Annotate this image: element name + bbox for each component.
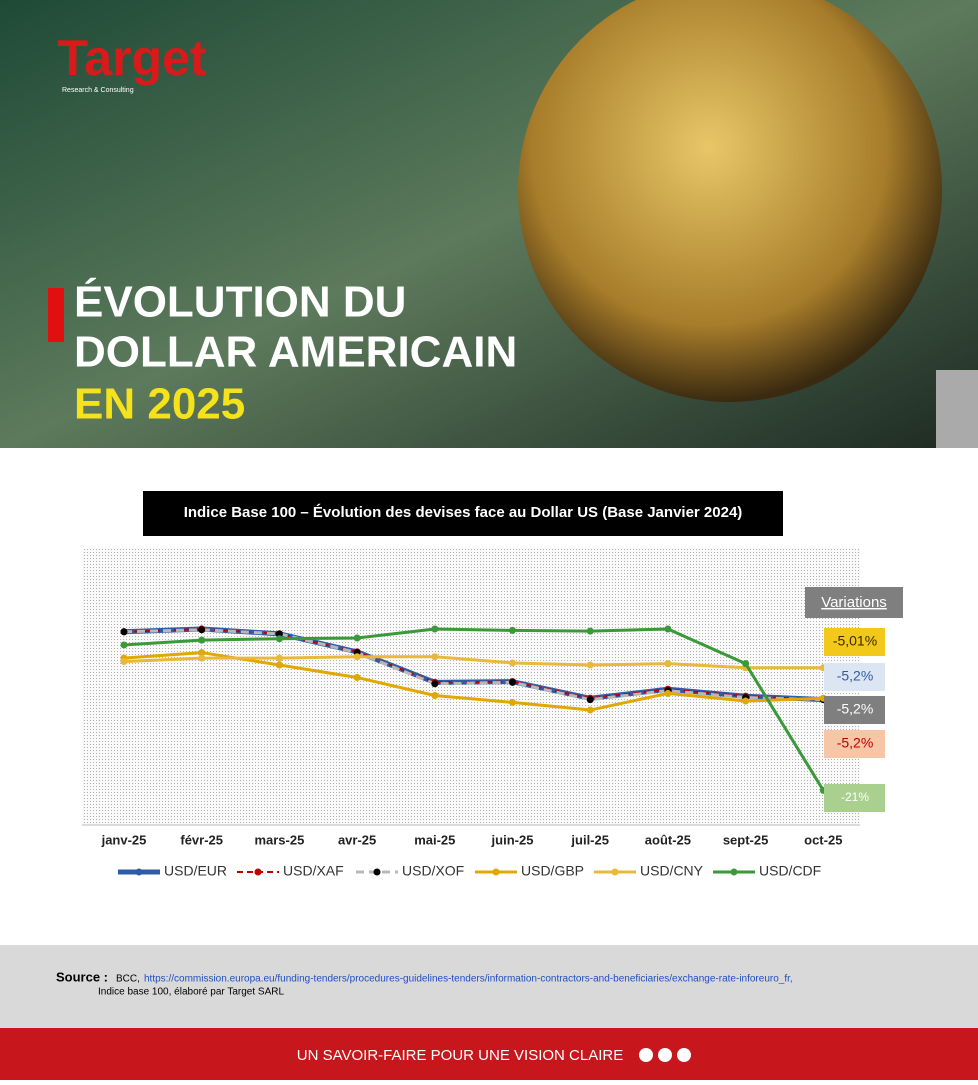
title-line: ÉVOLUTION DU: [74, 277, 406, 327]
legend-label: USD/CDF: [759, 863, 821, 879]
legend-label: USD/EUR: [164, 863, 227, 879]
title-line: EN 2025: [74, 380, 245, 429]
variation-label: -5,01%: [833, 633, 877, 649]
legend-swatch-dot: [492, 868, 500, 876]
variation-box: [824, 663, 885, 691]
legend-swatch-dot: [373, 868, 381, 876]
legend-swatch-dot: [730, 868, 738, 876]
source-url[interactable]: https://commission.europa.eu/funding-ten…: [144, 974, 793, 985]
chart-title-box: [143, 491, 783, 536]
series-line: [123, 627, 825, 792]
legend-swatch-dot: [254, 868, 262, 876]
variation-label: -5,2%: [837, 668, 874, 684]
x-tick-label: févr-25: [180, 832, 223, 847]
variation-label: -5,2%: [837, 701, 874, 717]
series-line: [123, 628, 824, 702]
title-line: DOLLAR AMERICAIN: [74, 328, 517, 377]
series-point: [120, 641, 128, 649]
series-point: [509, 678, 516, 686]
x-tick-label: avr-25: [338, 832, 376, 847]
series-point: [664, 660, 672, 668]
logo-tagline: Research & Consulting: [62, 87, 134, 94]
series-point: [586, 661, 594, 669]
variation-label: -5,2%: [837, 735, 874, 751]
source-note: Indice base 100, élaboré par Target SARL: [98, 987, 284, 998]
series-point: [664, 625, 672, 633]
variation-label: -21%: [841, 790, 869, 804]
corner-block: [936, 370, 978, 448]
x-tick-label: janv-25: [101, 832, 147, 847]
icon-facebook[interactable]: [658, 1048, 672, 1062]
legend-swatch-dot: [611, 868, 619, 876]
variations-title: Variations: [821, 594, 887, 611]
series-point: [275, 661, 283, 669]
variations-header-box: [805, 587, 903, 618]
series-point: [353, 673, 361, 681]
x-tick-label: oct-25: [804, 832, 842, 847]
icon-x[interactable]: [677, 1048, 691, 1062]
series-point: [586, 706, 594, 714]
variation-box: [824, 730, 885, 758]
series-point: [198, 654, 206, 662]
x-tick-label: juin-25: [491, 832, 534, 847]
legend-label: USD/CNY: [640, 863, 704, 879]
series-point: [353, 634, 361, 642]
chart-title: Indice Base 100 – Évolution des devises …: [184, 504, 743, 521]
icon-instagram[interactable]: [639, 1048, 653, 1062]
x-tick-label: mars-25: [254, 832, 304, 847]
legend-label: USD/XOF: [402, 863, 464, 879]
series-point: [198, 636, 206, 644]
legend-label: USD/XAF: [283, 863, 344, 879]
series-point: [664, 689, 672, 697]
legend-label: USD/GBP: [521, 863, 584, 879]
series-point: [198, 626, 206, 634]
title-accent: [48, 288, 64, 342]
series-point: [509, 698, 516, 706]
variation-box: [824, 628, 885, 656]
series-point: [509, 659, 516, 667]
series-point: [431, 680, 439, 688]
series-point: [431, 653, 439, 661]
source-band: [0, 945, 978, 1028]
globe: [518, 0, 942, 402]
series-point: [275, 630, 283, 638]
series-point: [509, 626, 516, 634]
series-point: [120, 628, 128, 636]
series-point: [742, 697, 750, 705]
series-point: [431, 692, 439, 700]
series-point: [431, 625, 439, 633]
x-tick-label: sept-25: [723, 832, 769, 847]
x-tick-label: août-25: [645, 832, 691, 847]
source-text: BCC,: [116, 974, 140, 985]
series-point: [353, 653, 361, 661]
plot-area: [82, 548, 860, 825]
series-point: [586, 696, 594, 704]
logo: Target: [57, 30, 206, 86]
series-line: [123, 628, 824, 701]
x-tick-label: mai-25: [414, 832, 455, 847]
series-point: [198, 649, 206, 657]
footer-band: [0, 1028, 978, 1080]
series-point: [275, 654, 283, 662]
footer-slogan: UN SAVOIR-FAIRE POUR UNE VISION CLAIRE: [297, 1047, 623, 1064]
variation-box: [824, 696, 885, 724]
legend-swatch-dot: [135, 868, 143, 876]
series-line: [123, 655, 824, 670]
variation-box: [824, 784, 885, 812]
series-point: [742, 660, 750, 668]
series-point: [120, 658, 128, 666]
series-point: [275, 635, 283, 643]
source-label: Source :: [56, 969, 108, 984]
series-point: [586, 627, 594, 635]
x-tick-label: juil-25: [570, 832, 609, 847]
